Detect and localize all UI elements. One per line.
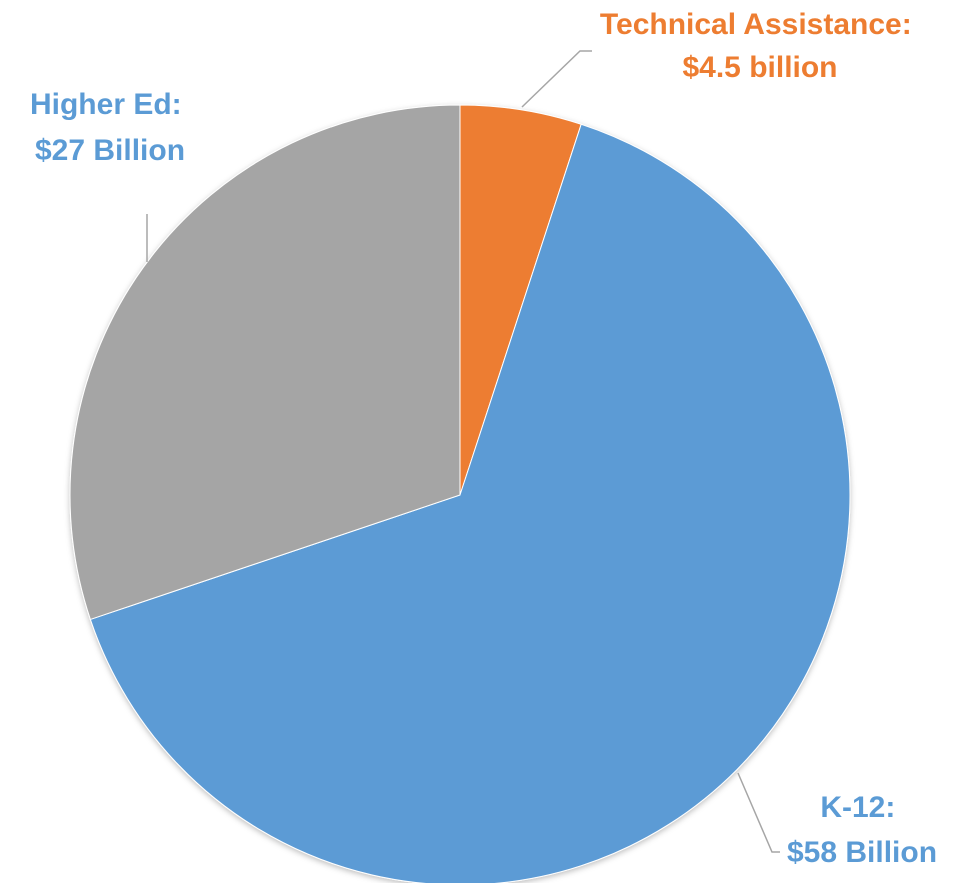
leader-line-k-12 xyxy=(737,772,780,853)
leader-line-technical-assistance xyxy=(521,50,592,108)
pie-label-k-12-line2: $58 Billion xyxy=(787,836,937,869)
pie-label-technical-assistance-line1: Technical Assistance: xyxy=(600,8,912,41)
pie-label-higher-ed-line2: $27 Billion xyxy=(35,134,185,167)
pie-slice-k-12 xyxy=(89,123,851,883)
pie-label-technical-assistance: Technical Assistance: $4.5 billion xyxy=(600,8,920,84)
pie-label-k-12-line1: K-12: xyxy=(820,791,895,824)
pie-slice-higher-ed xyxy=(69,104,461,621)
pie-label-k-12: K-12: $58 Billion xyxy=(787,791,937,869)
pie-label-higher-ed: Higher Ed: $27 Billion xyxy=(30,88,190,167)
pie-label-technical-assistance-line2: $4.5 billion xyxy=(682,51,837,84)
pie-label-higher-ed-line1: Higher Ed: xyxy=(30,88,182,121)
pie-slices xyxy=(69,104,851,883)
